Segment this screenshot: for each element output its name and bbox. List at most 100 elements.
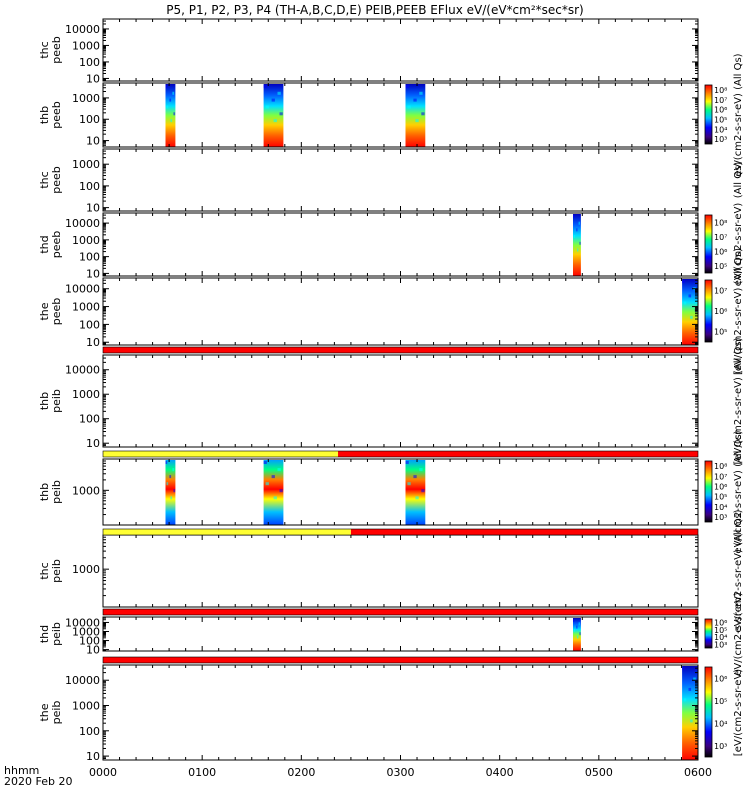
spectrogram-band <box>263 84 284 147</box>
colorbar-label: [eV/(cm2-s-sr-eV) (All Qs) <box>733 248 744 375</box>
quality-status-bar <box>102 346 699 354</box>
status-frame <box>102 656 699 664</box>
spectrogram-band <box>165 460 176 525</box>
panel-ylabel-product: peib <box>50 701 63 725</box>
status-segment <box>103 347 698 353</box>
spectrogram-speckle <box>173 112 176 116</box>
colorbar <box>704 279 713 343</box>
colorbar-tick-label: 10⁵ <box>714 697 727 706</box>
panel-frame <box>102 82 699 148</box>
y-tick-label: 10000 <box>65 364 100 377</box>
spectrogram-speckle <box>573 215 575 218</box>
panel-ylabel-probe: thc <box>38 562 51 579</box>
colorbar-tick-label: 10⁵ <box>714 262 727 271</box>
spectrogram-speckle <box>683 301 687 305</box>
colorbar-label: [eV/(cm2-s-sr-eV) (All Qs) <box>733 337 744 464</box>
spectrogram-speckle <box>169 98 172 102</box>
y-tick-label: 10 <box>86 644 100 657</box>
spectrogram-speckle <box>413 98 417 102</box>
spectrogram-speckle <box>576 625 578 629</box>
panel-thd-peeb: 10 100 1000 10000 thd peeb 10⁵ 10⁶ 10⁷ 10⁸ eV/(cm2… <box>38 203 744 287</box>
panel-thc-peeb: 10 100 1000 10000 thc peeb <box>38 18 699 85</box>
spectrogram-speckle <box>578 622 580 626</box>
colorbar-label: (All Qs) <box>733 162 744 199</box>
spectrogram-speckle <box>419 91 423 95</box>
spectrogram-band <box>405 84 426 147</box>
y-tick-label: 10 <box>86 437 100 450</box>
status-frame <box>102 346 699 354</box>
colorbar-label: eV/(cm2-s-sr-eV) (All Qs) <box>733 509 744 632</box>
spectrogram-speckle <box>421 112 425 116</box>
spectrogram-speckle <box>407 105 411 109</box>
colorbar-tick-label: 10⁴ <box>714 503 727 512</box>
panel-ylabel-probe: thb <box>38 483 51 501</box>
spectrogram-speckle <box>165 85 168 88</box>
status-segment <box>103 657 698 663</box>
spectrogram-speckle <box>170 119 173 123</box>
spectrogram-speckle <box>690 315 693 319</box>
spectrogram-speckle <box>419 468 423 472</box>
spectrogram-speckle <box>172 468 175 472</box>
spectrogram-speckle <box>573 628 576 632</box>
spectrogram-speckle <box>688 687 692 691</box>
spectrogram-speckle <box>407 482 411 486</box>
colorbar-tick-label: 10⁷ <box>714 96 727 105</box>
panel-frame <box>102 18 699 82</box>
panel-ylabel-product: peeb <box>50 231 63 259</box>
spectrogram-speckle <box>172 91 175 95</box>
colorbar-tick-label: 10⁶ <box>714 106 727 115</box>
spectrogram-speckle <box>166 105 169 109</box>
panel-frame <box>102 664 699 761</box>
spectrogram-speckle <box>578 221 580 225</box>
y-tick-label: 100 <box>79 318 100 331</box>
y-tick-label: 1000 <box>72 700 100 713</box>
quality-status-bar <box>102 608 699 616</box>
spectrogram-speckle <box>165 461 168 464</box>
panel-frame <box>102 148 699 212</box>
panel-ylabel-probe: the <box>38 703 51 721</box>
spectrogram-speckle <box>271 475 275 479</box>
y-tick-label: 1000 <box>72 234 100 247</box>
panel-ylabel-probe: thc <box>38 171 51 188</box>
status-segment <box>338 451 699 457</box>
y-tick-label: 1000 <box>72 92 100 105</box>
spectrogram-band <box>573 618 581 651</box>
spectrogram-speckle <box>415 119 419 123</box>
spectrogram-speckle <box>279 489 283 493</box>
panel-thb-peib: 10 100 1000 10000 thb peib [eV/(cm2-s-sr-eV) (… <box>38 337 744 464</box>
y-tick-label: 10 <box>86 202 100 215</box>
panel-ylabel-probe: thb <box>38 106 51 124</box>
colorbar-tick-label: 10³ <box>714 640 727 649</box>
spectrogram-speckle <box>273 119 277 123</box>
spectrogram-speckle <box>271 98 275 102</box>
status-segment <box>103 609 698 615</box>
spectrogram-speckle <box>577 248 579 252</box>
x-tick-label: 0100 <box>188 766 216 779</box>
quality-status-bar <box>102 528 699 536</box>
spectrogram-speckle <box>579 241 581 245</box>
y-tick-label: 100 <box>79 251 100 264</box>
y-tick-label: 1000 <box>72 39 100 52</box>
spectrogram-speckle <box>405 85 409 88</box>
panel-the-peib: 10 100 1000 10000 the peib 10³ 10⁴ 10⁵ 10⁶ [eV/(cm… <box>38 664 744 763</box>
spectrogram-speckle <box>573 619 575 622</box>
colorbar-label: eV/(cm2-s-sr-eV) <box>733 203 744 287</box>
panel-ylabel-product: peeb <box>50 298 63 326</box>
spectrogram-speckle <box>263 85 267 88</box>
colorbar-tick-label: 10³ <box>714 135 727 144</box>
colorbar <box>704 84 713 145</box>
colorbar-tick-label: 10⁸ <box>714 462 727 471</box>
y-tick-label: 1000 <box>72 158 100 171</box>
spectrogram-speckle <box>170 496 173 500</box>
x-tick-label: 0400 <box>486 766 514 779</box>
y-tick-label: 10000 <box>65 616 100 629</box>
spectrogram-speckle <box>169 475 172 479</box>
colorbar-tick-label: 10³ <box>714 513 727 522</box>
panel-ylabel-product: peeb <box>50 101 63 129</box>
time-axis: 0000 0100 0200 0300 0400 0500 0600 <box>89 766 712 779</box>
y-tick-label: 10 <box>86 135 100 148</box>
panel-ylabel-probe: the <box>38 302 51 320</box>
